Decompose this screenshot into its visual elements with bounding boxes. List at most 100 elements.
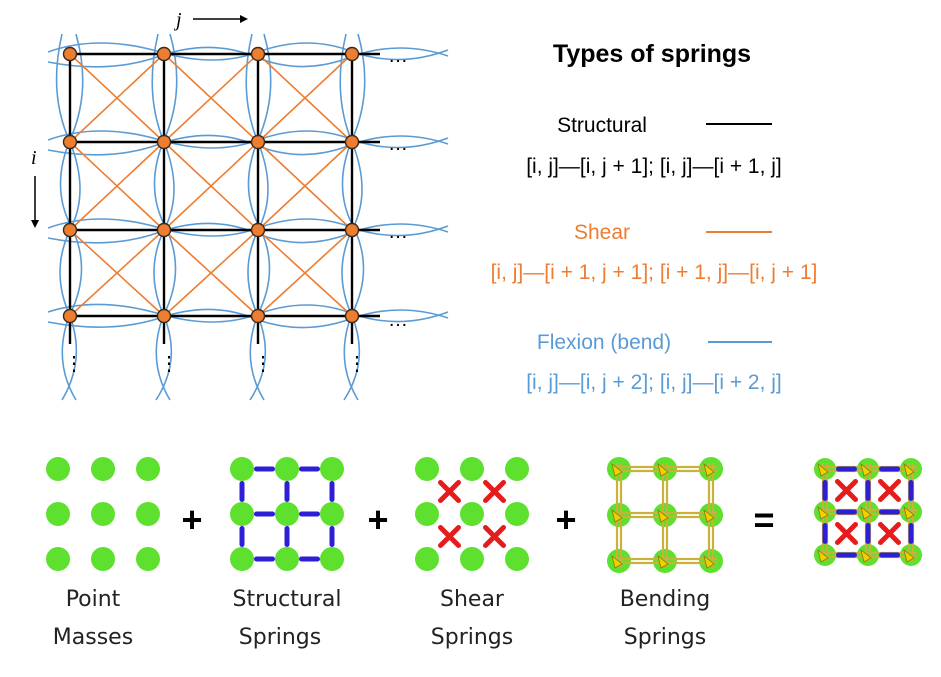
shear-cross (438, 480, 461, 503)
point-masses-figure (46, 457, 160, 571)
bending-arrow-icon (860, 462, 872, 477)
caption-point-masses-line1: Point (66, 587, 121, 612)
point-mass (460, 547, 484, 571)
bending-arrow-icon (817, 548, 829, 563)
mass-node (156, 134, 172, 150)
shear-cross (878, 479, 901, 502)
point-mass (136, 547, 160, 571)
point-mass (857, 544, 879, 566)
shear-cross (835, 479, 858, 502)
mass-node (62, 308, 78, 324)
shear-spring (257, 229, 353, 317)
shear-cross (483, 480, 506, 503)
bending-arrow-icon (703, 462, 715, 477)
point-mass (46, 457, 70, 481)
mass-node (344, 134, 360, 150)
bending-arrow-icon (817, 462, 829, 477)
bending-arrow-icon (611, 508, 623, 523)
spring-equation: + + + = Point Masses Structural Springs … (46, 457, 922, 650)
shear-cross (438, 525, 461, 548)
point-mass (607, 503, 631, 527)
bending-arrow-icon (657, 508, 669, 523)
mass-spring-grid: … … … … ⋮ ⋮ ⋮ ⋮ j i (31, 9, 449, 401)
combined-springs-figure (814, 458, 922, 566)
ellipsis-col-0: ⋮ (64, 353, 84, 375)
point-mass (91, 457, 115, 481)
caption-shear-line1: Shear (440, 587, 505, 612)
point-mass (814, 501, 836, 523)
bending-arrow-icon (817, 505, 829, 520)
point-mass (275, 502, 299, 526)
flexion-col-3b (341, 33, 366, 401)
point-mass (900, 501, 922, 523)
point-mass (814, 544, 836, 566)
point-mass (653, 457, 677, 481)
shear-cross (483, 525, 506, 548)
shear-cross (878, 522, 901, 545)
shear-formula: [i, j]—[i + 1, j + 1]; [i + 1, j]—[i, j … (491, 261, 818, 284)
flexion-label: Flexion (bend) (537, 331, 671, 354)
point-mass (505, 457, 529, 481)
point-mass (320, 547, 344, 571)
point-mass (230, 547, 254, 571)
bending-arrow-icon (860, 505, 872, 520)
caption-shear-line2: Springs (431, 625, 513, 650)
spring-types-legend: Types of springs Structural [i, j]—[i, j… (491, 40, 818, 394)
ellipsis-row-3: … (388, 309, 408, 331)
point-mass (857, 458, 879, 480)
flexion-col-0b (59, 33, 84, 401)
point-mass (415, 547, 439, 571)
mass-node (62, 46, 78, 62)
point-mass (91, 502, 115, 526)
ellipsis-col-1: ⋮ (159, 353, 179, 375)
mass-node (156, 222, 172, 238)
bending-arrow-icon (657, 554, 669, 569)
shear-spring (163, 53, 259, 143)
structural-springs-figure (230, 457, 344, 571)
bending-arrow-icon (860, 548, 872, 563)
structural-label: Structural (557, 114, 647, 137)
shear-spring (69, 53, 165, 143)
point-mass (699, 457, 723, 481)
ellipsis-row-1: … (388, 133, 408, 155)
point-mass (653, 549, 677, 573)
bending-arrow-icon (703, 554, 715, 569)
grid-ellipses: … … … … ⋮ ⋮ ⋮ ⋮ (64, 45, 408, 375)
point-mass (607, 457, 631, 481)
shear-spring (257, 141, 353, 231)
point-mass (275, 457, 299, 481)
j-axis-label: j (173, 9, 182, 31)
caption-structural-line1: Structural (233, 587, 342, 612)
mass-node (250, 46, 266, 62)
mass-node (156, 46, 172, 62)
shear-spring (163, 229, 259, 317)
point-mass (415, 502, 439, 526)
flexion-col-1b (153, 33, 178, 401)
plus-sign-2: + (367, 499, 388, 540)
point-mass (900, 544, 922, 566)
mass-node (344, 222, 360, 238)
mass-node (250, 308, 266, 324)
bending-arrow-icon (703, 508, 715, 523)
i-axis-label: i (31, 147, 37, 169)
caption-point-masses-line2: Masses (53, 625, 133, 650)
point-mass (46, 502, 70, 526)
legend-title: Types of springs (553, 40, 751, 68)
bending-arrow-icon (611, 554, 623, 569)
bending-springs-figure (607, 457, 723, 573)
mass-node (62, 134, 78, 150)
mass-node (250, 222, 266, 238)
bending-arrow-icon (611, 462, 623, 477)
point-mass (699, 549, 723, 573)
plus-sign-1: + (181, 499, 202, 540)
bending-arrow-icon (903, 462, 915, 477)
point-mass (699, 503, 723, 527)
mass-node (62, 222, 78, 238)
point-mass (230, 457, 254, 481)
ellipsis-row-2: … (388, 221, 408, 243)
point-mass (320, 457, 344, 481)
mass-node (250, 134, 266, 150)
flexion-col-0 (55, 33, 81, 401)
caption-bending-line2: Springs (624, 625, 706, 650)
